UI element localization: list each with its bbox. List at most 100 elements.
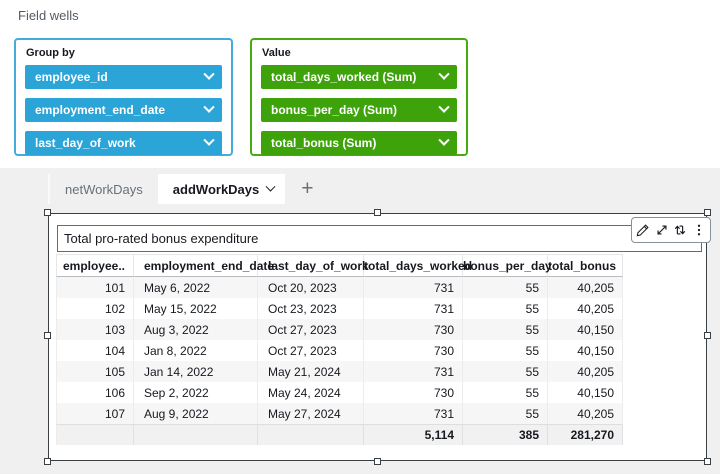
table-cell[interactable]: 101 (56, 277, 134, 298)
table-total-cell: 5,114 (364, 424, 463, 445)
field-pill[interactable]: total_days_worked (Sum) (261, 65, 457, 89)
table-total-cell: 385 (463, 424, 548, 445)
field-pill-label: bonus_per_day (Sum) (271, 103, 398, 117)
field-pill-label: total_bonus (Sum) (271, 136, 377, 150)
table-header-cell[interactable]: bonus_per_day (463, 254, 552, 277)
table-header-cell[interactable]: employment_end_date (134, 254, 274, 277)
table-cell[interactable]: Aug 3, 2022 (134, 319, 258, 340)
table-cell[interactable]: 40,150 (548, 382, 623, 403)
bonus-table: employee.. employment_end_date last_day_of… (56, 254, 623, 445)
table-cell[interactable]: 55 (463, 298, 548, 319)
table-cell[interactable]: 40,205 (548, 403, 623, 424)
table-cell[interactable]: 55 (463, 403, 548, 424)
field-pill[interactable]: employee_id (25, 65, 222, 89)
table-cell[interactable]: May 6, 2022 (134, 277, 258, 298)
menu-kebab-icon[interactable] (691, 222, 707, 238)
table-cell[interactable]: 40,150 (548, 319, 623, 340)
maximize-icon[interactable] (654, 222, 670, 238)
table-cell[interactable]: May 27, 2024 (258, 403, 364, 424)
table-cell[interactable]: Oct 20, 2023 (258, 277, 364, 298)
field-wells-panel: Field wells Group by employee_id employme… (0, 0, 720, 168)
table-cell[interactable]: 731 (364, 277, 463, 298)
table-cell[interactable]: 106 (56, 382, 134, 403)
table-cell[interactable]: 107 (56, 403, 134, 424)
table-row: 107 Aug 9, 2022 May 27, 2024 731 55 40,205 (56, 403, 623, 424)
table-cell[interactable]: 40,205 (548, 361, 623, 382)
value-label: Value (262, 47, 291, 59)
add-sheet-button[interactable]: + (293, 174, 321, 204)
chevron-down-icon[interactable] (438, 134, 450, 146)
table-cell[interactable]: 55 (463, 361, 548, 382)
table-cell[interactable]: 731 (364, 298, 463, 319)
sheet-tab-addworkdays[interactable]: addWorkDays (157, 174, 286, 204)
table-visual[interactable]: Total pro-rated bonus expenditure employ… (44, 209, 711, 465)
table-cell[interactable]: Sep 2, 2022 (134, 382, 258, 403)
table-cell[interactable]: May 24, 2024 (258, 382, 364, 403)
field-pill-label: total_days_worked (Sum) (271, 70, 417, 84)
table-cell[interactable]: Jan 8, 2022 (134, 340, 258, 361)
chevron-down-icon[interactable] (438, 68, 450, 80)
sheet-tab-networkdays[interactable]: netWorkDays (48, 174, 158, 204)
selection-handle-top-middle[interactable] (374, 209, 381, 216)
table-cell[interactable]: Oct 23, 2023 (258, 298, 364, 319)
selection-handle-middle-right[interactable] (704, 332, 711, 339)
table-header-cell[interactable]: employee.. (56, 254, 134, 277)
selection-handle-top-left[interactable] (44, 209, 51, 216)
swap-arrows-icon[interactable] (672, 222, 688, 238)
table-cell[interactable]: 731 (364, 403, 463, 424)
field-pill[interactable]: employment_end_date (25, 98, 222, 122)
group-by-label: Group by (26, 47, 75, 59)
table-cell[interactable]: May 21, 2024 (258, 361, 364, 382)
visual-title[interactable]: Total pro-rated bonus expenditure (57, 225, 702, 252)
chevron-down-icon[interactable] (265, 181, 276, 192)
table-header-cell[interactable]: total_bonus (548, 254, 623, 277)
plus-icon: + (301, 177, 314, 200)
table-cell[interactable]: 104 (56, 340, 134, 361)
field-wells-header[interactable]: Field wells (18, 8, 79, 23)
table-row: 103 Aug 3, 2022 Oct 27, 2023 730 55 40,150 (56, 319, 623, 340)
table-header-cell[interactable]: last_day_of_work (258, 254, 369, 277)
selection-handle-bottom-middle[interactable] (374, 458, 381, 465)
sheet-tab-label: addWorkDays (172, 181, 260, 197)
selection-handle-bottom-left[interactable] (44, 458, 51, 465)
table-cell[interactable]: 730 (364, 340, 463, 361)
table-cell[interactable]: 105 (56, 361, 134, 382)
table-cell[interactable]: 55 (463, 319, 548, 340)
field-pill[interactable]: bonus_per_day (Sum) (261, 98, 457, 122)
table-cell[interactable]: Jan 14, 2022 (134, 361, 258, 382)
table-cell[interactable]: Oct 27, 2023 (258, 340, 364, 361)
table-cell[interactable]: 40,150 (548, 340, 623, 361)
edit-pencil-icon[interactable] (635, 222, 651, 238)
table-cell[interactable]: May 15, 2022 (134, 298, 258, 319)
table-cell[interactable]: 103 (56, 319, 134, 340)
table-row: 105 Jan 14, 2022 May 21, 2024 731 55 40,205 (56, 361, 623, 382)
field-pill-label: employment_end_date (35, 103, 166, 117)
selection-handle-middle-left[interactable] (44, 332, 51, 339)
table-cell[interactable]: 730 (364, 382, 463, 403)
table-cell[interactable]: Oct 27, 2023 (258, 319, 364, 340)
table-row: 101 May 6, 2022 Oct 20, 2023 731 55 40,205 (56, 277, 623, 298)
selection-handle-top-right[interactable] (704, 209, 711, 216)
table-cell[interactable]: 40,205 (548, 277, 623, 298)
table-cell[interactable]: 730 (364, 319, 463, 340)
table-cell[interactable]: 731 (364, 361, 463, 382)
chevron-down-icon[interactable] (203, 134, 215, 146)
table-cell[interactable]: 40,205 (548, 298, 623, 319)
table-cell[interactable]: 55 (463, 382, 548, 403)
chevron-down-icon[interactable] (203, 68, 215, 80)
field-pill-label: last_day_of_work (35, 136, 136, 150)
table-cell[interactable]: Aug 9, 2022 (134, 403, 258, 424)
field-pill[interactable]: last_day_of_work (25, 131, 222, 155)
sheet-canvas: netWorkDays addWorkDays + (0, 168, 720, 474)
table-cell[interactable]: 55 (463, 340, 548, 361)
selection-handle-bottom-right[interactable] (704, 458, 711, 465)
chevron-down-icon[interactable] (438, 101, 450, 113)
table-cell[interactable]: 55 (463, 277, 548, 298)
chevron-down-icon[interactable] (203, 101, 215, 113)
table-total-cell: 281,270 (548, 424, 623, 445)
field-pill[interactable]: total_bonus (Sum) (261, 131, 457, 155)
table-cell[interactable]: 102 (56, 298, 134, 319)
table-header-cell[interactable]: total_days_worked (364, 254, 472, 277)
